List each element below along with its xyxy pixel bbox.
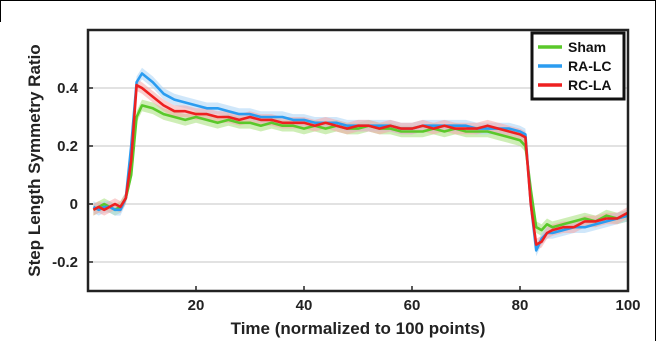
x-tick-label: 60 [404, 297, 421, 314]
grid-lines [88, 87, 628, 263]
plot-area-border [86, 28, 630, 293]
ra-lc-legend-label: RA-LC [568, 58, 612, 74]
x-tick-label: 100 [615, 297, 640, 314]
y-tick-label: 0.4 [57, 80, 79, 97]
y-axis-label: Step Length Symmetry Ratio [25, 44, 44, 276]
x-tick-label: 40 [296, 297, 313, 314]
x-axis-ticks: 20 40 60 80 100 [188, 286, 641, 314]
rc-la-series-line [92, 83, 629, 246]
y-axis-ticks: -0.2 0 0.2 0.4 [52, 80, 93, 271]
sham-legend-label: Sham [568, 39, 606, 55]
sham-series-line [92, 104, 629, 232]
y-tick-label: -0.2 [52, 254, 78, 271]
x-tick-label: 20 [188, 297, 205, 314]
y-tick-label: 0.2 [57, 138, 78, 155]
y-tick-label: 0 [70, 196, 78, 213]
figure-frame-left-edge [0, 0, 1, 22]
x-tick-label: 80 [512, 297, 529, 314]
legend: Sham RA-LC RC-LA [530, 31, 626, 101]
rc-la-legend-label: RC-LA [568, 77, 612, 93]
rc-la-error-band [93, 79, 628, 251]
x-axis-label: Time (normalized to 100 points) [231, 319, 486, 338]
series-lines [92, 72, 629, 252]
